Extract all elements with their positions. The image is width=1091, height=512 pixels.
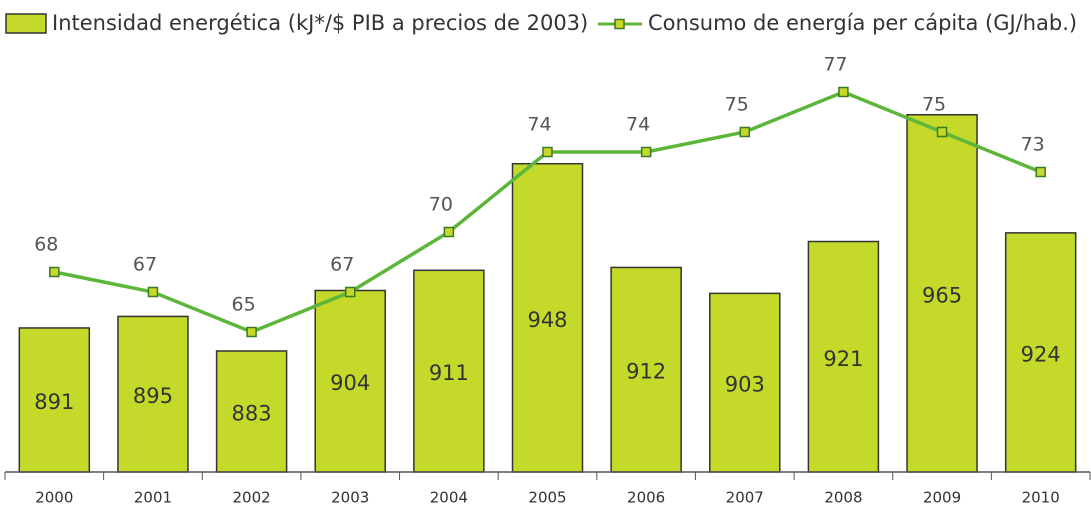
legend-swatch (5, 13, 47, 34)
line-marker (443, 226, 455, 238)
bar (413, 269, 485, 473)
bar (117, 315, 189, 473)
line-marker (542, 146, 553, 158)
x-tick-label: 2009 (923, 489, 961, 507)
line-label: 68 (34, 234, 58, 256)
line-label: 77 (823, 54, 847, 76)
x-tick-label: 2004 (430, 489, 468, 507)
bar-label: 924 (1021, 342, 1061, 366)
line-marker (936, 126, 948, 138)
line-label: 74 (527, 114, 551, 136)
line-label: 65 (231, 294, 255, 316)
x-tick-label: 2001 (134, 489, 172, 507)
line-label: 67 (133, 254, 157, 276)
legend-label: Intensidad energética (kJ*/$ PIB a preci… (52, 11, 588, 35)
bar (807, 240, 880, 473)
x-tick-label: 2005 (528, 489, 566, 507)
bar-label: 903 (725, 373, 765, 397)
line-label: 70 (429, 194, 453, 216)
x-tick-label: 2006 (627, 489, 665, 507)
bar (709, 292, 781, 473)
x-tick-label: 2008 (824, 489, 862, 507)
line-marker (640, 146, 652, 158)
line-label: 75 (922, 94, 946, 116)
line-label: 67 (330, 254, 354, 276)
bar-label: 883 (232, 401, 272, 425)
bar-label: 912 (626, 360, 666, 384)
legend: Intensidad energética (kJ*/$ PIB a preci… (5, 11, 1077, 35)
bar (314, 289, 386, 473)
line-marker (344, 286, 356, 298)
bar (1004, 232, 1077, 473)
line-label: 75 (725, 94, 749, 116)
line-marker (246, 326, 257, 338)
bar-label: 891 (34, 390, 74, 414)
line-marker (147, 286, 159, 298)
bar (906, 113, 978, 473)
line-marker (49, 266, 60, 278)
bar (610, 266, 682, 473)
line-label: 74 (626, 114, 650, 136)
bar-label: 904 (330, 371, 370, 395)
line-marker (838, 86, 849, 98)
bar-label: 948 (527, 308, 567, 332)
line-marker (739, 126, 751, 138)
line-label: 73 (1021, 134, 1045, 156)
x-tick-label: 2003 (331, 489, 369, 507)
bar-label: 921 (823, 347, 863, 371)
legend-label: Consumo de energía per cápita (GJ/hab.) (648, 11, 1077, 35)
line-marker (1035, 166, 1046, 178)
bar-label: 965 (922, 283, 962, 307)
bar-label: 911 (429, 361, 469, 385)
x-tick-label: 2002 (232, 489, 270, 507)
bar (511, 162, 584, 473)
bar-label: 895 (133, 384, 173, 408)
legend-marker (614, 18, 625, 30)
x-tick-label: 2010 (1022, 489, 1060, 507)
x-tick-label: 2007 (726, 489, 764, 507)
x-tick-label: 2000 (35, 489, 73, 507)
